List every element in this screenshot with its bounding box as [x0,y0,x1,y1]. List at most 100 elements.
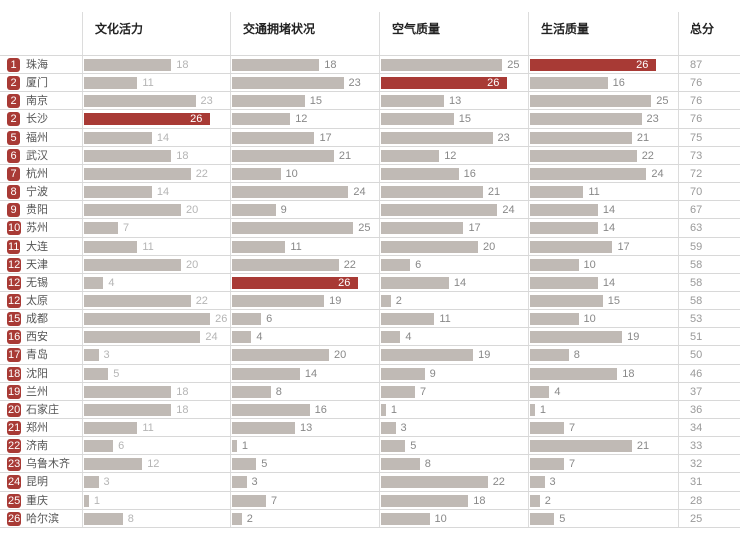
total-score: 76 [690,77,703,90]
bar-traffic [232,149,334,162]
rank-badge: 12 [7,257,22,272]
bar-air [381,149,440,162]
bar-value-label: 2 [544,494,551,507]
bar-value-label: 6 [415,258,422,271]
table-row: 1 珠海 18 18 25 26 87 [0,55,740,73]
bar-value-label: 3 [400,422,407,434]
rank-badge: 12 [7,275,22,290]
bar-value-label: 3 [103,476,110,489]
bar-value-label: 22 [343,258,356,271]
bar-life [530,512,555,525]
city-name: 珠海 [26,58,48,71]
bar-culture [84,476,99,489]
total-score: 34 [690,422,703,434]
bar-value-label: 22 [195,294,208,307]
bar-life [530,331,623,344]
bar-value-label: 5 [261,458,268,471]
city-name: 石家庄 [26,402,59,416]
bar-life [530,367,618,380]
column-divider [678,12,679,528]
bar-traffic [232,240,286,253]
total-score: 31 [690,476,703,489]
bar-value-label: 19 [329,294,342,307]
bar-life [530,149,637,162]
bar-value-label: 8 [127,512,134,525]
bar-value-label: 18 [176,59,189,71]
city-name: 南京 [26,94,48,108]
bar-life [530,294,603,307]
total-score: 59 [690,240,703,253]
bar-air [381,313,435,326]
city-name: 西安 [26,330,48,344]
table-row: 2 南京 23 15 13 25 76 [0,91,740,109]
bar-culture [84,95,196,108]
bar-traffic [232,222,354,235]
rank-badge: 26 [7,511,22,526]
bar-value-label: 18 [176,385,189,398]
bar-air [381,77,508,90]
bar-value-label: 26 [636,59,649,71]
bar-value-label: 3 [251,476,258,489]
bar-value-label: 8 [424,458,431,471]
bar-value-label: 12 [444,149,457,162]
bar-value-label: 20 [334,349,347,362]
rank-badge: 16 [7,330,22,345]
total-score: 76 [690,113,703,126]
bar-value-label: 26 [215,313,228,326]
rank-badge: 18 [7,366,22,381]
bar-value-label: 11 [290,240,302,253]
table-row: 12 无锡 4 26 14 14 58 [0,272,740,291]
table-row: 22 济南 6 1 5 21 33 [0,436,740,454]
bar-value-label: 26 [338,276,351,289]
rank-badge: 21 [7,421,22,435]
bar-culture [84,494,89,507]
total-score: 87 [690,59,703,71]
city-name: 成都 [26,312,48,326]
total-score: 53 [690,313,703,326]
bar-value-label: 19 [478,349,491,362]
bar-culture [84,331,201,344]
bar-air [381,113,454,126]
city-name: 苏州 [26,221,48,235]
bar-culture [84,440,114,453]
bar-value-label: 14 [602,204,616,217]
rank-badge: 15 [7,312,22,327]
bar-value-label: 9 [280,204,287,217]
bar-culture [84,313,211,326]
city-name: 无锡 [26,275,48,289]
bar-culture [84,113,211,126]
city-name: 宁波 [26,185,48,199]
rank-badge: 19 [7,384,22,399]
table-row: 8 宁波 14 24 21 11 70 [0,182,740,200]
city-name: 重庆 [26,493,48,507]
bar-value-label: 8 [275,385,282,398]
table-row: 2 长沙 26 12 15 23 76 [0,109,740,127]
rank-badge: 1 [7,58,20,72]
bar-value-label: 22 [492,476,505,489]
bar-value-label: 21 [636,131,650,144]
bar-value-label: 24 [502,204,515,217]
city-name: 太原 [26,293,48,307]
bar-value-label: 10 [434,512,447,525]
table-row: 25 重庆 1 7 18 2 28 [0,490,740,509]
bar-traffic [232,403,310,416]
table-row: 17 青岛 3 20 19 8 50 [0,345,740,363]
total-score: 33 [690,440,703,453]
bar-culture [84,276,104,289]
column-divider [379,12,380,528]
bar-life [530,385,550,398]
bar-value-label: 11 [588,186,600,199]
bar-value-label: 21 [636,440,650,453]
bar-culture [84,258,181,271]
bar-air [381,367,425,380]
bar-culture [84,131,152,144]
table-row: 20 石家庄 18 16 1 1 36 [0,399,740,418]
bar-traffic [232,494,266,507]
bar-air [381,258,411,271]
bar-life [530,186,584,199]
bar-life [530,422,564,434]
header-air: 空气质量 [392,22,441,36]
rank-badge: 8 [7,185,20,200]
bar-value-label: 17 [617,240,630,253]
